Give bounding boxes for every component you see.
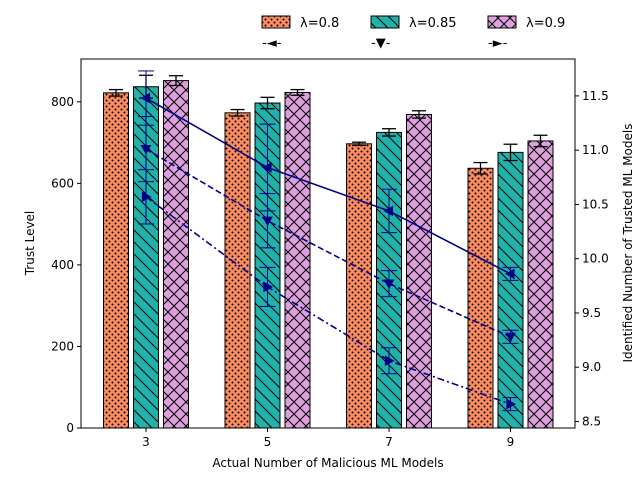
line-point-series-2-cat-3 [506,398,517,410]
y2-tick-label-0: 8.5 [582,414,601,428]
bar-errorbar-series-0-cat-2 [352,141,366,147]
y2-axis-label: Identified Number of Trusted ML Models [621,124,635,363]
bar-errorbar-series-0-cat-3 [473,161,488,175]
line-point-series-1-cat-2 [383,279,395,290]
bar-hatch-series-0-cat-0 [103,92,129,429]
bars-layer [103,74,554,429]
bar-errorbar-series-1-cat-3 [503,143,518,162]
line-series-2 [145,196,511,405]
y-axis-label: Trust Level [23,211,37,277]
legend-line-entry-2: -►- [488,36,508,51]
y-tick-label-0: 0 [66,421,74,435]
plot-frame [80,58,576,429]
line-point-series-1-cat-0 [140,144,152,155]
line-point-series-2-cat-2 [384,355,395,367]
y2-tick-label-6: 11.5 [582,89,609,103]
x-axis-label: Actual Number of Malicious ML Models [212,456,443,470]
y2-tick-label-1: 9.0 [582,360,601,374]
line-series-1 [145,148,511,338]
x-tick-label-1: 5 [264,435,272,449]
x-axis: 3 5 7 9 [142,428,514,449]
bar-hatch-series-2-cat-3 [527,140,554,429]
right-axis: 8.5 9.0 9.5 10.0 10.5 11.0 11.5 [575,89,609,428]
y-tick-label-4: 800 [51,95,74,109]
bar-errorbar-series-1-cat-1 [260,96,275,110]
line-point-series-1-cat-3 [505,332,516,343]
bar-errorbar-series-0-cat-1 [230,108,245,117]
bar-errorbar-series-2-cat-1 [290,88,305,96]
y2-tick-label-3: 10.0 [582,252,609,266]
bar-errorbar-series-2-cat-3 [533,134,548,148]
line-point-series-0-cat-3 [504,268,515,280]
legend-swatch-hatch-1 [370,15,400,29]
line-point-series-0-cat-1 [261,162,272,173]
bar-errorbar-series-1-cat-2 [382,128,396,137]
y2-tick-label-2: 9.5 [582,306,601,320]
bar-hatch-series-0-cat-2 [346,143,372,429]
bar-errorbar-series-2-cat-0 [169,75,183,87]
legend: λ=0.8 λ=0.85 λ=0.9 -◄- -▼- -►- [261,15,565,51]
line-point-series-2-cat-0 [141,191,152,203]
lines-layer [138,70,519,412]
legend-swatch-hatch-2 [487,15,517,29]
bar-errorbar-series-0-cat-0 [109,88,123,97]
bar-hatch-series-2-cat-1 [284,91,311,429]
legend-label-1: λ=0.85 [409,16,457,31]
bar-hatch-series-1-cat-3 [497,151,524,429]
legend-swatch-hatch-0 [261,15,291,29]
bar-hatch-series-2-cat-0 [163,80,189,429]
y-tick-label-1: 200 [51,339,74,353]
y-tick-label-3: 600 [51,176,74,190]
legend-label-0: λ=0.8 [300,16,339,31]
line-point-series-0-cat-2 [383,205,394,217]
line-point-series-0-cat-0 [140,92,151,104]
bar-errorbar-series-2-cat-2 [412,110,426,119]
y2-tick-label-4: 10.5 [582,197,609,211]
bar-hatch-series-2-cat-2 [406,113,432,429]
line-point-series-2-cat-1 [263,281,274,293]
left-axis: 0 200 400 600 800 [51,95,81,435]
legend-line-entry-1: -▼- [371,36,391,51]
bar-hatch-series-0-cat-3 [467,167,494,429]
line-series-0 [145,97,511,275]
legend-label-2: λ=0.9 [526,16,565,31]
line-point-series-1-cat-1 [262,216,273,227]
legend-line-entry-0: -◄- [262,36,282,51]
x-tick-label-0: 3 [142,435,150,449]
y2-tick-label-5: 11.0 [582,143,609,157]
x-tick-label-3: 9 [507,435,515,449]
y-tick-label-2: 400 [51,258,74,272]
x-tick-label-2: 7 [385,435,393,449]
